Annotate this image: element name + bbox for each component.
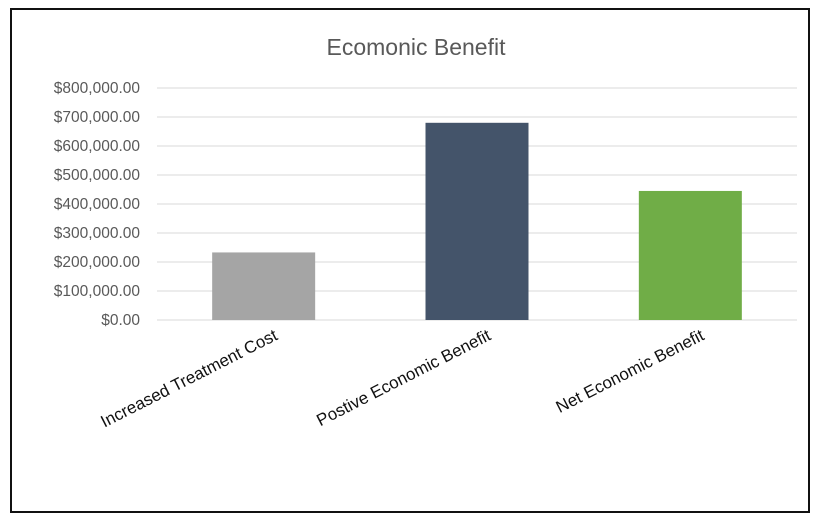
bars (212, 122, 742, 320)
y-tick-label: $600,000.00 (54, 138, 141, 155)
y-tick-label: $200,000.00 (54, 254, 141, 271)
bar (638, 190, 742, 320)
y-axis-ticks: $0.00 $100,000.00 $200,000.00 $300,000.00 $4… (54, 80, 141, 329)
chart-title: Ecomonic Benefit (327, 34, 507, 60)
y-tick-label: $100,000.00 (54, 283, 141, 300)
y-tick-label: $700,000.00 (54, 109, 141, 126)
bar (425, 122, 529, 320)
category-label: Postive Economic Benefit (313, 326, 494, 431)
y-tick-label: $400,000.00 (54, 196, 141, 213)
y-tick-label: $500,000.00 (54, 167, 141, 184)
y-tick-label: $0.00 (101, 312, 140, 329)
category-label: Net Economic Benefit (553, 326, 708, 417)
category-label: Increased Treatment Cost (98, 326, 281, 432)
y-tick-label: $300,000.00 (54, 225, 141, 242)
y-tick-label: $800,000.00 (54, 80, 141, 97)
bar (212, 252, 316, 320)
x-axis-categories: Increased Treatment Cost Postive Economic… (98, 326, 708, 432)
